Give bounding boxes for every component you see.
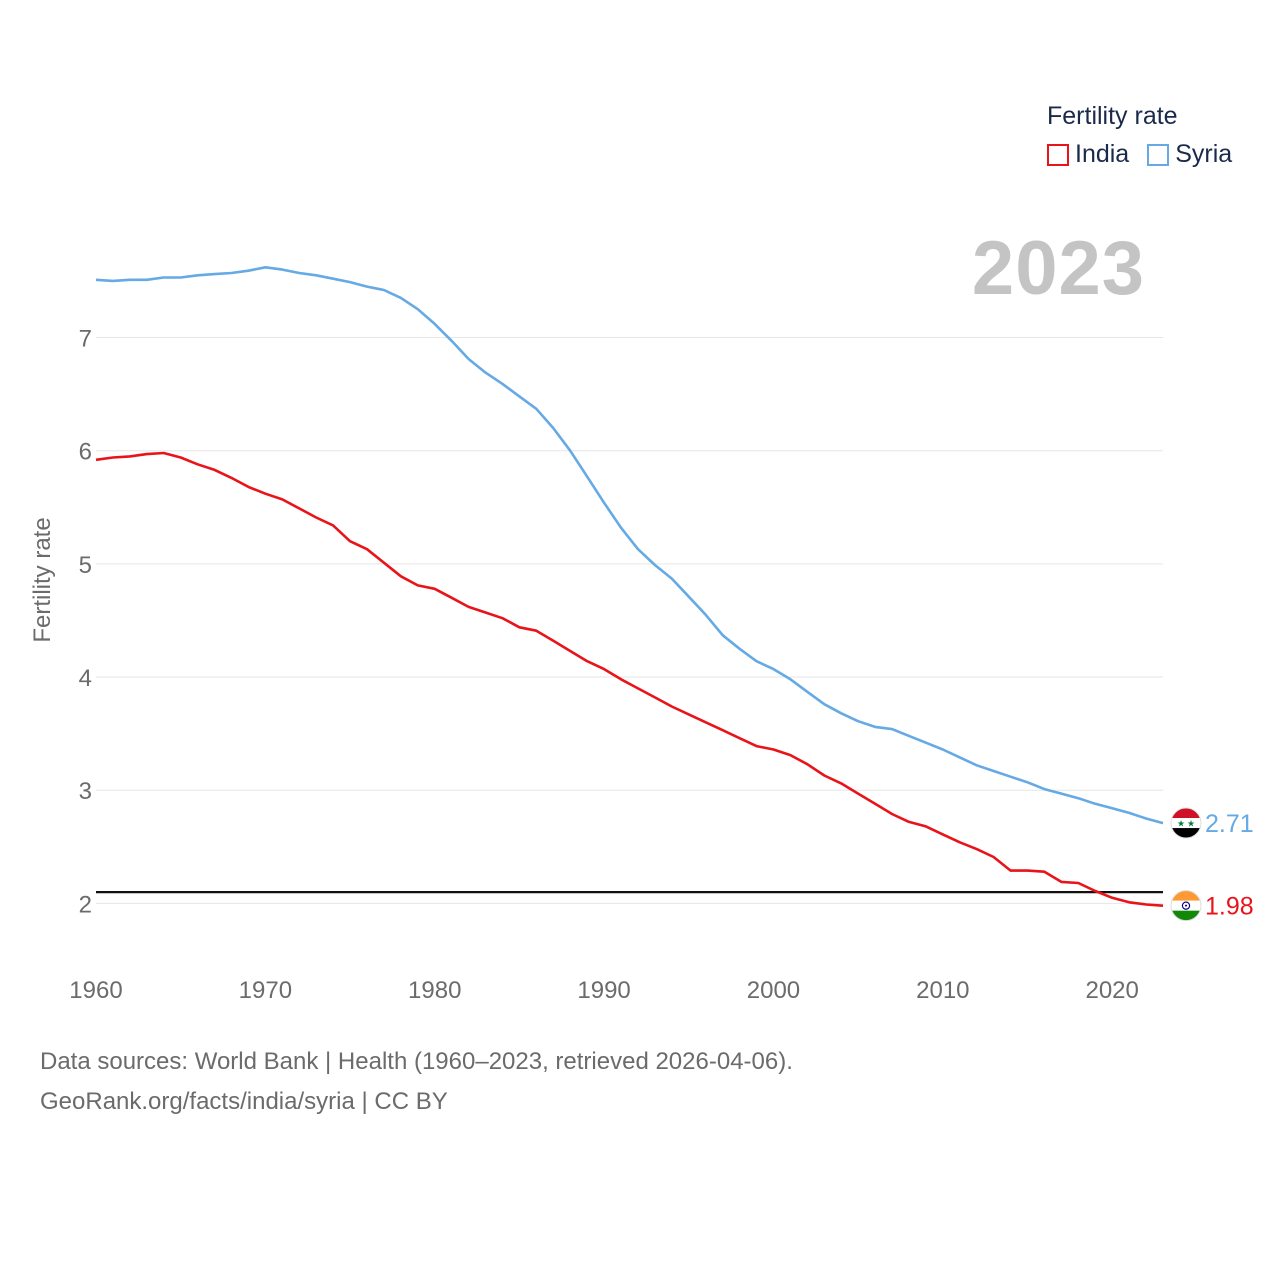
flag-syria-icon: ★ ★ — [1170, 807, 1202, 839]
y-tick-label: 5 — [79, 552, 92, 579]
end-label-syria: 2.71 — [1205, 810, 1254, 838]
y-tick-label: 3 — [79, 778, 92, 805]
legend-item-india[interactable]: India — [1047, 140, 1129, 169]
y-axis-label: Fertility rate — [29, 517, 56, 642]
svg-text:★: ★ — [1177, 820, 1185, 830]
legend-items: India Syria — [1047, 140, 1232, 169]
flag-india-icon — [1170, 890, 1202, 922]
y-axis-ticks: 2 3 4 5 6 7 — [79, 326, 92, 919]
legend-title: Fertility rate — [1047, 102, 1178, 130]
source-line-2[interactable]: GeoRank.org/facts/india/syria | CC BY — [40, 1088, 448, 1115]
series-line-india — [95, 451, 1164, 907]
series-lines — [95, 266, 1164, 907]
legend-swatch-india — [1047, 143, 1069, 166]
x-tick-label: 1970 — [239, 977, 292, 1004]
x-tick-label: 1980 — [408, 977, 461, 1004]
x-tick-label: 1960 — [69, 977, 122, 1004]
source-note: Data sources: World Bank | Health (1960–… — [40, 1042, 793, 1122]
x-tick-label: 2000 — [747, 977, 800, 1004]
legend-label-india: India — [1075, 140, 1130, 168]
x-tick-label: 1990 — [577, 977, 630, 1004]
source-line-1: Data sources: World Bank | Health (1960–… — [40, 1048, 793, 1075]
legend-item-syria[interactable]: Syria — [1147, 140, 1232, 169]
legend-swatch-syria — [1147, 143, 1170, 166]
end-label-india: 1.98 — [1205, 893, 1254, 921]
gridlines — [96, 337, 1163, 904]
x-tick-label: 2010 — [916, 977, 969, 1004]
x-tick-label: 2020 — [1085, 977, 1138, 1004]
legend: Fertility rate India Syria — [1047, 100, 1232, 169]
legend-label-syria: Syria — [1175, 140, 1233, 168]
y-tick-label: 2 — [79, 891, 92, 918]
y-tick-label: 7 — [79, 326, 92, 353]
series-line-syria — [95, 266, 1164, 825]
series-end-markers: 1.98★ ★ 2.71 — [1170, 807, 1254, 922]
year-stamp: 2023 — [971, 226, 1145, 311]
y-tick-label: 4 — [79, 665, 92, 692]
svg-text:★: ★ — [1187, 820, 1195, 830]
y-tick-label: 6 — [79, 439, 92, 466]
x-axis-ticks: 1960 1970 1980 1990 2000 2010 2020 — [69, 977, 1139, 1004]
